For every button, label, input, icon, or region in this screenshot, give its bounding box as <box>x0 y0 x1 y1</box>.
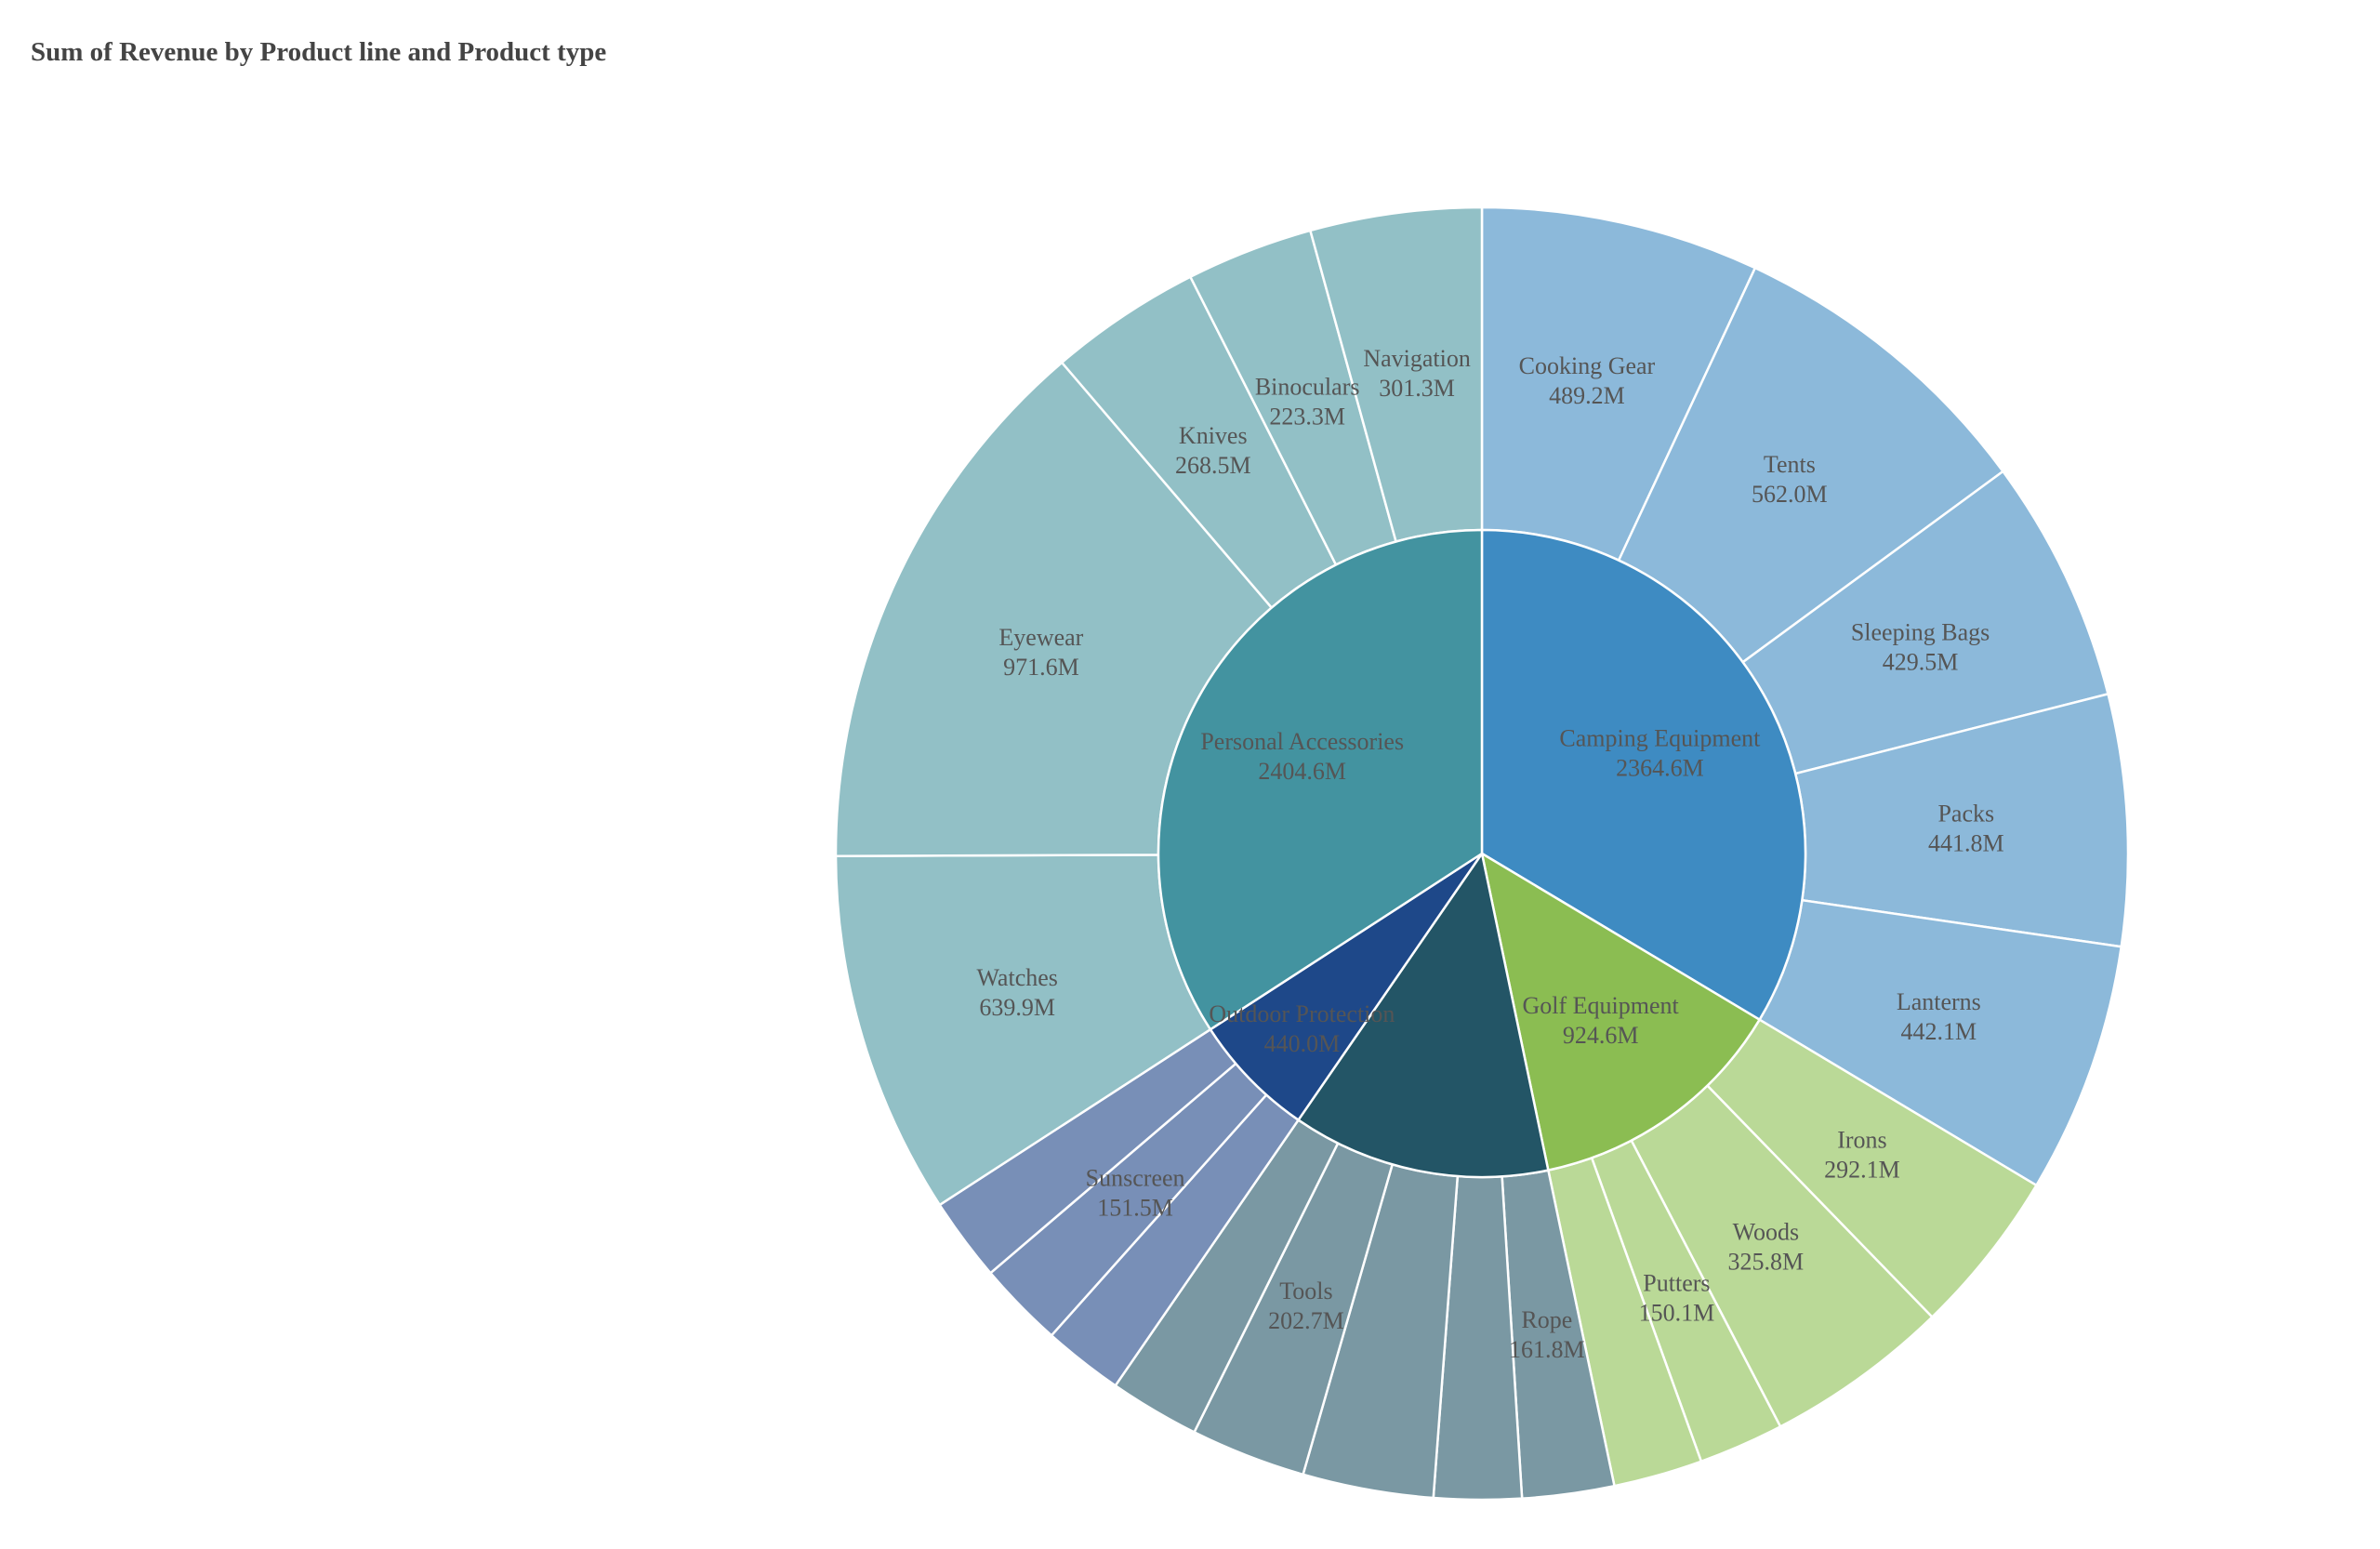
parent-label-value: 2404.6M <box>1258 758 1346 785</box>
parent-label-value: 440.0M <box>1264 1030 1341 1057</box>
parent-label-name: Outdoor Protection <box>1209 1000 1395 1027</box>
child-label-knives: Knives 268.5M <box>1175 422 1251 479</box>
child-label-name: Eyewear <box>998 624 1083 651</box>
child-label-cooking-gear: Cooking Gear 489.2M <box>1519 352 1656 409</box>
child-label-sunscreen: Sunscreen 151.5M <box>1086 1165 1185 1222</box>
sunburst-parent-camping-equipment[interactable] <box>1480 528 1807 1022</box>
child-label-name: Putters <box>1643 1270 1710 1297</box>
parent-label-value: 924.6M <box>1563 1022 1639 1049</box>
child-label-value: 971.6M <box>1003 654 1079 681</box>
inner-ring <box>1157 528 1807 1179</box>
labels: Camping Equipment 2364.6M Cooking Gear 489.… <box>976 345 2003 1363</box>
child-label-irons: Irons 292.1M <box>1824 1127 1900 1184</box>
child-label-value: 161.8M <box>1509 1336 1585 1363</box>
child-label-value: 268.5M <box>1175 452 1251 479</box>
child-label-eyewear: Eyewear 971.6M <box>998 624 1083 681</box>
child-label-packs: Packs 441.8M <box>1928 801 2004 857</box>
child-label-name: Navigation <box>1363 345 1471 372</box>
child-label-sleeping-bags: Sleeping Bags 429.5M <box>1851 618 1990 675</box>
chart-title: Sum of Revenue by Product line and Produ… <box>31 37 607 67</box>
child-label-name: Tents <box>1764 451 1816 478</box>
sunburst-parent-outdoor-protection[interactable] <box>1209 852 1484 1122</box>
sunburst-parent-golf-equipment[interactable] <box>1480 851 1762 1172</box>
child-label-name: Binoculars <box>1255 374 1360 401</box>
child-label-name: Sunscreen <box>1086 1165 1185 1192</box>
child-label-name: Packs <box>1937 801 1994 827</box>
child-label-tents: Tents 562.0M <box>1752 451 1828 508</box>
child-label-value: 223.3M <box>1269 404 1345 430</box>
child-label-value: 292.1M <box>1824 1157 1900 1184</box>
parent-label-name: Camping Equipment <box>1559 724 1761 751</box>
child-label-value: 151.5M <box>1097 1195 1173 1222</box>
child-label-name: Rope <box>1521 1306 1572 1333</box>
child-label-watches: Watches 639.9M <box>976 964 1057 1021</box>
child-label-value: 441.8M <box>1928 830 2004 857</box>
child-label-name: Cooking Gear <box>1519 352 1656 379</box>
child-label-value: 301.3M <box>1379 375 1455 402</box>
parent-label-golf-equipment: Golf Equipment 924.6M <box>1523 992 1680 1049</box>
child-label-name: Irons <box>1837 1127 1886 1154</box>
child-label-value: 489.2M <box>1549 382 1625 409</box>
child-label-lanterns: Lanterns 442.1M <box>1897 988 1981 1045</box>
parent-label-camping-equipment: Camping Equipment 2364.6M <box>1559 724 1761 781</box>
child-label-value: 429.5M <box>1883 648 1959 675</box>
child-label-value: 150.1M <box>1639 1300 1715 1327</box>
child-label-navigation: Navigation 301.3M <box>1363 345 1471 402</box>
child-label-name: Knives <box>1179 422 1248 449</box>
parent-label-outdoor-protection: Outdoor Protection 440.0M <box>1209 1000 1395 1057</box>
child-label-value: 442.1M <box>1900 1018 1977 1045</box>
child-label-binoculars: Binoculars 223.3M <box>1255 374 1360 430</box>
child-label-name: Sleeping Bags <box>1851 618 1990 645</box>
child-label-rope: Rope 161.8M <box>1509 1306 1585 1363</box>
parent-label-personal-accessories: Personal Accessories 2404.6M <box>1200 728 1404 785</box>
child-label-value: 562.0M <box>1752 481 1828 508</box>
parent-label-name: Personal Accessories <box>1200 728 1404 755</box>
child-label-name: Lanterns <box>1897 988 1981 1015</box>
parent-label-value: 2364.6M <box>1616 754 1704 781</box>
child-label-value: 639.9M <box>979 994 1055 1021</box>
child-label-value: 202.7M <box>1268 1307 1344 1334</box>
parent-label-name: Golf Equipment <box>1523 992 1680 1019</box>
outer-ring <box>834 205 2130 1502</box>
child-label-value: 325.8M <box>1728 1249 1805 1276</box>
sunburst-parent-personal-accessories[interactable] <box>1157 528 1484 1031</box>
child-label-name: Watches <box>976 964 1057 991</box>
child-label-tools: Tools 202.7M <box>1268 1278 1344 1334</box>
sunburst-parent-group-2[interactable] <box>1296 850 1550 1179</box>
child-label-name: Tools <box>1279 1278 1332 1304</box>
child-label-name: Woods <box>1733 1219 1800 1246</box>
child-label-woods: Woods 325.8M <box>1728 1219 1805 1276</box>
child-label-putters: Putters 150.1M <box>1639 1270 1715 1327</box>
